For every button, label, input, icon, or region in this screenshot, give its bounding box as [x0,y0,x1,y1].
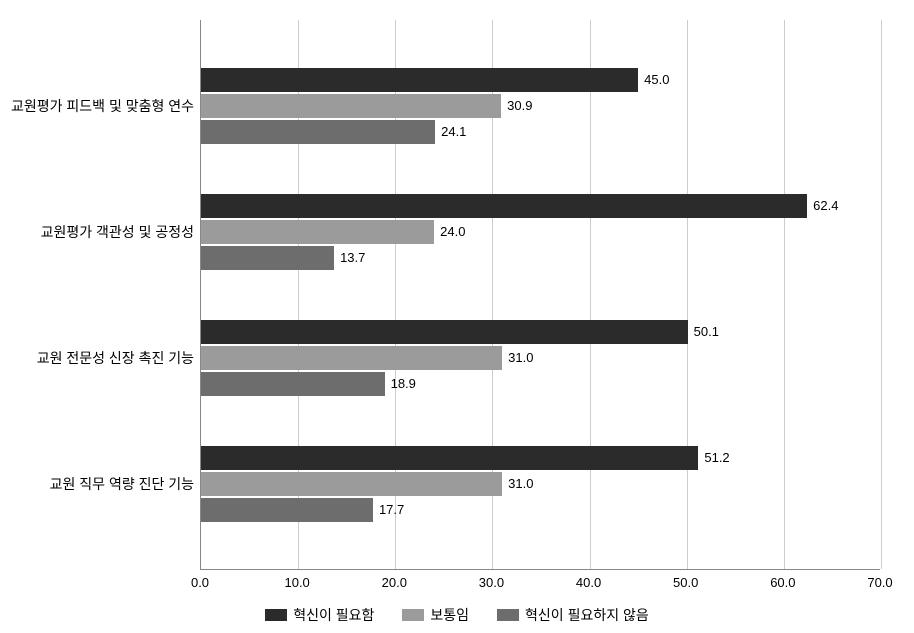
legend-label: 보통임 [430,607,469,623]
x-axis-tick: 20.0 [382,575,407,590]
bar-neutral [201,94,501,118]
legend-swatch [402,609,424,621]
bar-value-label: 30.9 [507,94,532,118]
category-label: 교원평가 피드백 및 맞춤형 연수 [4,96,194,116]
x-axis-tick: 70.0 [867,575,892,590]
x-axis-tick: 10.0 [284,575,309,590]
bar-value-label: 50.1 [694,320,719,344]
legend-item-no_need: 혁신이 필요하지 않음 [497,605,649,625]
bar-need [201,446,698,470]
legend-label: 혁신이 필요함 [293,607,374,623]
bar-value-label: 62.4 [813,194,838,218]
bar-no_need [201,372,385,396]
gridline [784,20,785,569]
x-axis-tick: 50.0 [673,575,698,590]
bar-neutral [201,472,502,496]
legend-swatch [265,609,287,621]
bar-chart-container: 45.0 30.9 24.1 62.4 24.0 13.7 50.1 31.0 18.9 51.2… [0,0,914,633]
bar-neutral [201,346,502,370]
category-label: 교원평가 객관성 및 공정성 [4,222,194,242]
bar-value-label: 24.1 [441,120,466,144]
bar-value-label: 45.0 [644,68,669,92]
bar-value-label: 13.7 [340,246,365,270]
legend: 혁신이 필요함 보통임 혁신이 필요하지 않음 [0,605,914,625]
legend-item-need: 혁신이 필요함 [265,605,374,625]
gridline [590,20,591,569]
x-axis-tick: 30.0 [479,575,504,590]
gridline [881,20,882,569]
gridline [687,20,688,569]
bar-need [201,68,638,92]
x-axis-tick: 0.0 [191,575,209,590]
category-label: 교원 전문성 신장 촉진 기능 [4,348,194,368]
x-axis-tick: 40.0 [576,575,601,590]
legend-label: 혁신이 필요하지 않음 [525,607,649,623]
bar-no_need [201,498,373,522]
bar-neutral [201,220,434,244]
bar-value-label: 24.0 [440,220,465,244]
legend-item-neutral: 보통임 [402,605,469,625]
bar-value-label: 31.0 [508,472,533,496]
bar-need [201,320,688,344]
category-label: 교원 직무 역량 진단 기능 [4,474,194,494]
bar-no_need [201,246,334,270]
x-axis-tick: 60.0 [770,575,795,590]
bar-no_need [201,120,435,144]
bar-value-label: 18.9 [391,372,416,396]
legend-swatch [497,609,519,621]
bar-value-label: 17.7 [379,498,404,522]
bar-value-label: 31.0 [508,346,533,370]
bar-need [201,194,807,218]
plot-area: 45.0 30.9 24.1 62.4 24.0 13.7 50.1 31.0 18.9 51.2… [200,20,880,570]
bar-value-label: 51.2 [704,446,729,470]
